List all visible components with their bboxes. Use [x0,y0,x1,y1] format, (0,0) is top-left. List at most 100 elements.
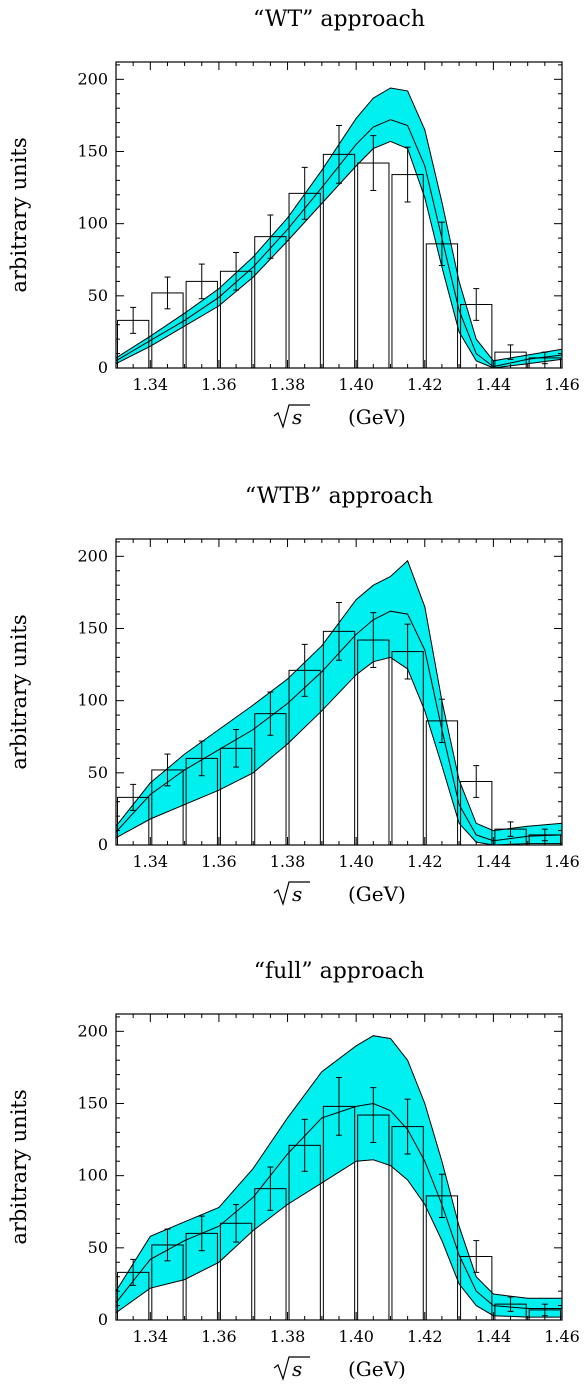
x-tick-label: 1.44 [476,852,512,871]
error-bar [233,1204,240,1243]
y-tick-label: 0 [98,358,108,377]
error-bar [233,729,240,768]
x-tick-label: 1.46 [544,375,580,394]
x-tick-label: 1.34 [132,375,168,394]
x-axis-label: s (GeV) [273,404,406,429]
y-tick-label: 200 [77,69,108,88]
sqrt-icon [273,1356,310,1381]
chart-title: “full” approach [254,959,425,984]
error-bar [233,252,240,291]
x-tick-label: 1.38 [270,375,306,394]
histogram-bar [391,174,424,369]
y-tick-label: 100 [77,214,108,233]
central-curve [115,1102,562,1309]
histogram-bar [357,162,390,369]
x-tick-label: 1.34 [132,852,168,871]
x-tick-label: 1.44 [476,375,512,394]
error-bar [370,135,377,191]
error-bar [404,146,411,203]
x-tick-label: 1.40 [338,1327,374,1346]
error-bar [267,1166,274,1211]
error-bar [507,821,514,837]
x-tick-label: 1.40 [338,375,374,394]
x-tick-label: 1.36 [201,375,237,394]
x-axis-variable: s [292,882,302,906]
error-bar [404,623,411,680]
error-bar [370,612,377,668]
x-tick-label: 1.36 [201,852,237,871]
error-bar [130,783,137,811]
x-axis-unit: (GeV) [348,882,406,906]
error-bar [438,221,445,267]
error-bar [336,602,342,661]
error-bar [473,765,480,798]
error-bar [541,351,548,365]
x-tick-label: 1.46 [544,852,580,871]
x-tick-label: 1.46 [544,1327,580,1346]
error-bar [507,1296,514,1312]
x-axis-variable: s [292,1357,302,1381]
y-axis-label: arbitrary units [7,137,31,292]
error-bar [301,643,308,697]
x-axis-label: s (GeV) [273,1356,406,1381]
y-tick-label: 150 [77,618,108,637]
error-bar [473,288,480,321]
y-tick-label: 200 [77,1021,108,1040]
histogram-bar [357,639,390,846]
error-bar [541,828,548,842]
error-bar [130,1258,137,1286]
y-tick-label: 100 [77,1166,108,1185]
x-tick-label: 1.40 [338,852,374,871]
x-axis-variable: s [292,405,302,429]
y-tick-label: 100 [77,691,108,710]
x-tick-label: 1.38 [270,1327,306,1346]
error-bar [336,1077,342,1136]
y-tick-label: 150 [77,1093,108,1112]
x-tick-label: 1.36 [201,1327,237,1346]
x-tick-label: 1.42 [407,375,443,394]
x-tick-label: 1.42 [407,1327,443,1346]
x-tick-label: 1.38 [270,852,306,871]
y-tick-label: 50 [88,286,108,305]
error-bar [164,1228,171,1262]
central-curve [115,610,563,842]
y-tick-label: 0 [98,835,108,854]
error-bar [164,753,171,787]
error-bar [336,125,342,184]
error-bar [404,1098,411,1155]
chart-panel-1: “WT” approach arbitrary units 1.34 1.36 1.38… [7,7,580,429]
x-axis-unit: (GeV) [348,1357,406,1381]
sqrt-icon [273,881,310,906]
error-bar [198,263,205,300]
error-bar [198,1215,205,1252]
chart-title: “WT” approach [253,7,425,32]
x-axis-unit: (GeV) [348,405,406,429]
y-tick-label: 150 [77,141,108,160]
error-bar [438,1173,445,1219]
chart-title: “WTB” approach [245,484,433,509]
x-tick-label: 1.44 [476,1327,512,1346]
error-bar [370,1087,377,1143]
y-tick-label: 50 [88,763,108,782]
error-bar [267,214,274,259]
error-bar [164,276,171,310]
error-bar [198,740,205,777]
central-curve [115,119,563,368]
error-bar [541,1303,548,1317]
error-bar [301,166,308,220]
error-bar [130,306,137,334]
sqrt-icon [273,404,310,429]
chart-panel-2: “WTB” approach arbitrary units 1.34 1.36 1.3… [7,484,580,906]
y-tick-label: 50 [88,1238,108,1257]
x-tick-label: 1.34 [132,1327,168,1346]
chart-panel-3: “full” approach arbitrary units 1.34 1.36 1.… [7,959,580,1381]
error-bar [438,698,445,744]
error-bar [301,1118,308,1172]
y-tick-label: 0 [98,1310,108,1329]
x-tick-label: 1.42 [407,852,443,871]
error-bar [507,344,514,360]
error-bar [473,1240,480,1273]
y-tick-label: 200 [77,546,108,565]
x-axis-label: s (GeV) [273,881,406,906]
